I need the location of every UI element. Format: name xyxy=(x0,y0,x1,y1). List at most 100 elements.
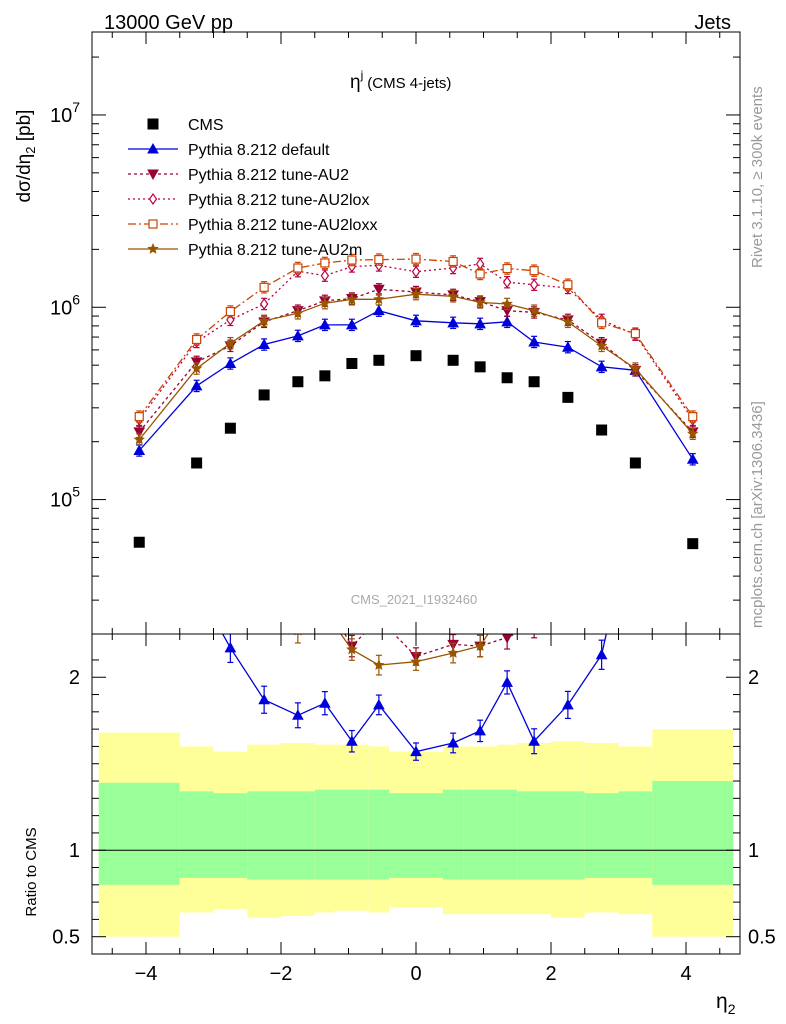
legend-marker-2 xyxy=(148,192,158,206)
ratio-point-4 xyxy=(226,543,236,552)
series-point-0 xyxy=(410,314,422,326)
y-tick-label: 107 xyxy=(50,99,80,127)
series-point-4 xyxy=(562,315,574,327)
series-point-3 xyxy=(688,412,698,422)
series-point-4 xyxy=(595,339,608,351)
ratio-point-4 xyxy=(259,598,269,607)
legend-marker-4 xyxy=(147,242,159,254)
series-point-3 xyxy=(597,318,607,328)
ratio-y-tick-label: 2 xyxy=(69,667,80,689)
series-point-0 xyxy=(501,315,513,327)
mcplots-label: mcplots.cern.ch [arXiv:1306.3436] xyxy=(749,401,766,628)
series-point-2 xyxy=(529,278,539,291)
ratio-point-0 xyxy=(528,735,540,746)
series-point-0 xyxy=(474,317,486,329)
data-point xyxy=(501,372,513,384)
uncertainty-band-inner xyxy=(618,791,653,878)
legend-label-data: CMS xyxy=(188,117,224,134)
ratio-point-1 xyxy=(259,604,269,613)
ratio-point-3 xyxy=(193,258,201,266)
ratio-point-1 xyxy=(563,582,573,591)
ratio-point-0 xyxy=(346,735,358,746)
ratio-point-1 xyxy=(597,530,607,539)
ratio-point-1 xyxy=(293,613,303,622)
ratio-point-2 xyxy=(348,465,355,475)
uncertainty-band-inner xyxy=(497,789,518,880)
ratio-point-2 xyxy=(413,546,420,556)
series-point-0 xyxy=(528,335,540,347)
series-point-0 xyxy=(373,304,385,316)
ratio-point-4 xyxy=(502,600,512,609)
ratio-point-2 xyxy=(689,257,696,267)
series-point-0 xyxy=(595,360,608,372)
series-point-4 xyxy=(474,296,486,308)
series-point-4 xyxy=(319,297,331,309)
uncertainty-band-inner xyxy=(314,789,335,880)
ratio-point-4 xyxy=(192,482,202,491)
ratio-y-axis-label: Ratio to CMS xyxy=(23,827,40,916)
x-tick-label: 2 xyxy=(545,963,556,985)
y-axis-label: dσ/dη2 [pb] xyxy=(14,110,38,203)
ratio-point-2 xyxy=(227,378,234,388)
ratio-point-3 xyxy=(449,448,457,456)
series-point-0 xyxy=(190,379,203,391)
uncertainty-band-inner xyxy=(463,789,497,880)
data-point xyxy=(562,391,574,403)
data-point xyxy=(346,358,358,370)
series-point-0 xyxy=(447,316,459,328)
y-tick-label: 106 xyxy=(50,291,80,319)
series-point-3 xyxy=(475,269,485,279)
ratio-point-1 xyxy=(192,500,202,509)
legend-marker-3 xyxy=(148,219,158,229)
series-point-3 xyxy=(293,263,303,273)
series-point-2 xyxy=(320,269,330,282)
ratio-point-0 xyxy=(224,641,237,653)
series-point-3 xyxy=(225,306,235,317)
ratio-point-4 xyxy=(529,612,539,621)
ratio-point-4 xyxy=(410,655,422,667)
legend-marker-0 xyxy=(147,142,159,154)
series-point-0 xyxy=(224,357,237,369)
ratio-point-4 xyxy=(294,634,302,636)
series-point-3 xyxy=(563,280,573,290)
ratio-point-2 xyxy=(477,430,484,440)
ratio-point-1 xyxy=(320,595,330,604)
ratio-point-0 xyxy=(410,745,422,757)
series-point-2 xyxy=(475,257,485,270)
uncertainty-band-inner xyxy=(551,791,585,880)
ratio-point-0 xyxy=(373,698,385,710)
ratio-point-3 xyxy=(321,345,329,353)
series-point-1 xyxy=(373,284,385,296)
series-point-4 xyxy=(410,288,422,300)
series-point-1 xyxy=(133,427,146,438)
series-point-2 xyxy=(502,276,512,289)
series-point-3 xyxy=(320,258,330,268)
series-point-0 xyxy=(346,318,358,330)
ratio-point-2 xyxy=(504,482,511,492)
rivet-version-label: Rivet 3.1.10, ≥ 300k events xyxy=(749,86,766,268)
uncertainty-band-inner xyxy=(652,781,734,885)
ratio-point-0 xyxy=(562,698,574,710)
legend-label-1: Pythia 8.212 tune-AU2 xyxy=(188,167,349,184)
series-line-0 xyxy=(138,310,694,460)
x-tick-label: −4 xyxy=(135,963,158,985)
uncertainty-band-inner xyxy=(281,791,315,880)
series-point-4 xyxy=(501,297,513,309)
ratio-point-3 xyxy=(689,224,697,232)
ratio-point-4 xyxy=(320,607,330,616)
uncertainty-band-inner xyxy=(517,791,551,880)
ratio-point-1 xyxy=(529,621,539,630)
series-point-4 xyxy=(224,337,237,349)
data-point xyxy=(133,536,145,548)
data-point xyxy=(596,424,608,436)
ratio-point-3 xyxy=(412,466,420,474)
series-point-0 xyxy=(292,329,304,341)
ratio-point-4 xyxy=(688,378,698,387)
ratio-point-1 xyxy=(374,614,384,623)
plot-title: ηj (CMS 4-jets) xyxy=(350,68,451,93)
series-point-4 xyxy=(292,307,304,319)
ratio-point-2 xyxy=(321,447,328,457)
ratio-y-tick-label-right: 1 xyxy=(748,840,759,862)
ratio-point-2 xyxy=(632,223,639,233)
